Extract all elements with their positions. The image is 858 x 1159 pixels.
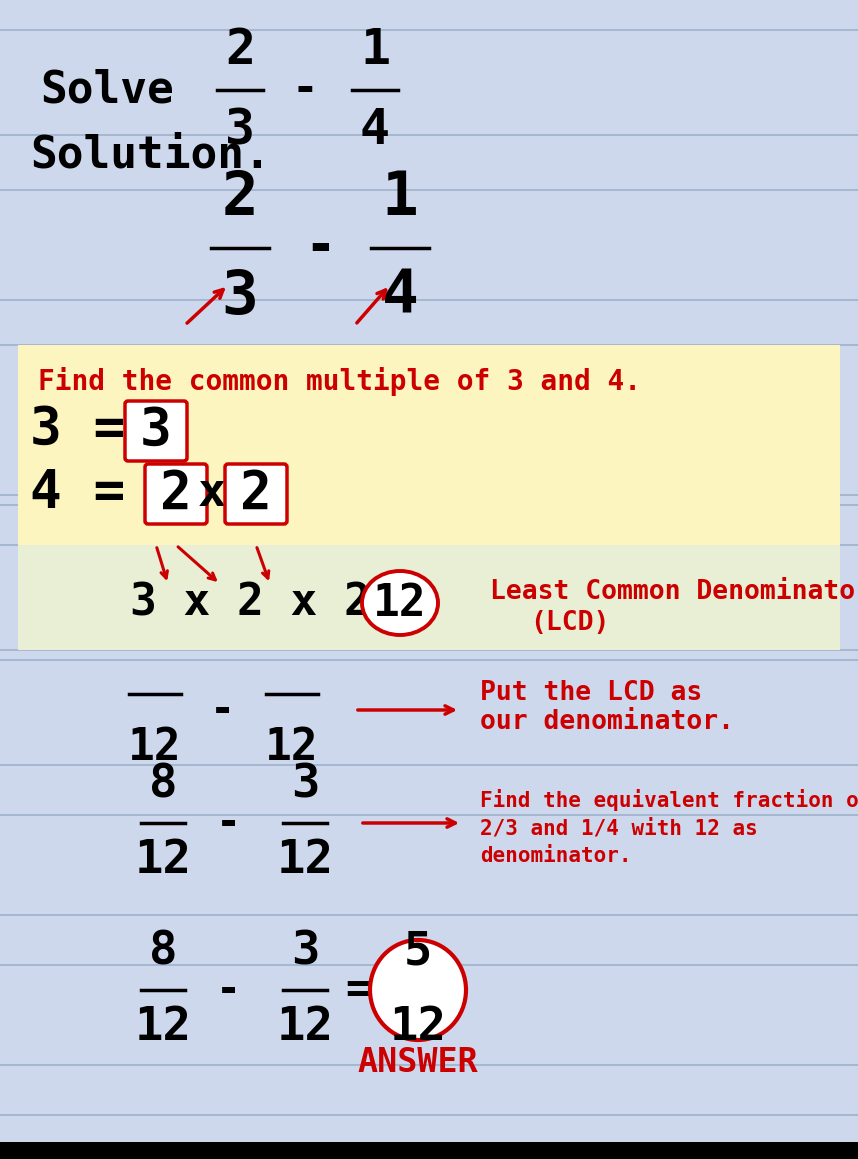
Text: 3 x 2 x 2 =: 3 x 2 x 2 = [130, 582, 424, 625]
Text: -: - [215, 802, 240, 844]
Text: -: - [215, 969, 240, 1011]
Text: 8: 8 [148, 930, 178, 975]
Text: denominator.: denominator. [480, 846, 631, 866]
Text: 3: 3 [140, 404, 172, 457]
Text: -: - [292, 68, 318, 111]
Text: x: x [197, 472, 227, 517]
Text: 2: 2 [160, 468, 192, 520]
Text: 2: 2 [225, 25, 255, 74]
Ellipse shape [370, 940, 466, 1040]
Text: Solve: Solve [40, 68, 174, 111]
Text: 3: 3 [225, 107, 255, 154]
Text: 12: 12 [265, 726, 319, 770]
FancyBboxPatch shape [125, 401, 187, 461]
FancyBboxPatch shape [225, 464, 287, 524]
Ellipse shape [362, 571, 438, 635]
Bar [0, 1142, 858, 1159]
Text: our denominator.: our denominator. [480, 709, 734, 735]
Text: 12: 12 [135, 1005, 191, 1050]
Text: 2/3 and 1/4 with 12 as: 2/3 and 1/4 with 12 as [480, 818, 758, 838]
Text: Find the common multiple of 3 and 4.: Find the common multiple of 3 and 4. [38, 367, 641, 396]
Text: 3: 3 [291, 763, 319, 808]
Text: Put the LCD as: Put the LCD as [480, 680, 702, 706]
FancyBboxPatch shape [145, 464, 207, 524]
Text: Least Common Denominator: Least Common Denominator [490, 580, 858, 605]
Text: ANSWER: ANSWER [358, 1045, 479, 1079]
Text: =: = [346, 969, 371, 1011]
Text: 3 =: 3 = [30, 404, 125, 455]
Text: 12: 12 [135, 838, 191, 883]
Text: 12: 12 [390, 1005, 446, 1050]
Text: (LCD): (LCD) [530, 610, 609, 636]
Text: 3: 3 [291, 930, 319, 975]
Text: 2: 2 [221, 169, 258, 228]
Bar [18, 345, 840, 545]
Text: 8: 8 [148, 763, 178, 808]
Text: -: - [304, 223, 335, 274]
Bar [18, 545, 840, 650]
Text: 2: 2 [240, 468, 272, 520]
Text: 4: 4 [382, 268, 419, 327]
Text: 3: 3 [221, 268, 258, 327]
Text: 5: 5 [404, 930, 432, 975]
Text: 12: 12 [128, 726, 182, 770]
Text: 12: 12 [373, 582, 426, 625]
Text: Solution.: Solution. [30, 133, 271, 176]
Text: 1: 1 [382, 169, 419, 228]
Text: -: - [209, 688, 234, 731]
Text: 4 =: 4 = [30, 467, 125, 519]
Text: 1: 1 [360, 25, 390, 74]
Text: Find the equivalent fraction of: Find the equivalent fraction of [480, 789, 858, 811]
Text: 12: 12 [276, 1005, 334, 1050]
Text: 4: 4 [360, 107, 390, 154]
Text: 12: 12 [276, 838, 334, 883]
